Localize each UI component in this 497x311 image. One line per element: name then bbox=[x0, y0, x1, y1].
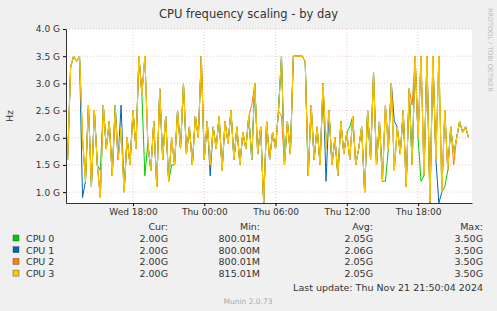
series-line bbox=[68, 56, 469, 203]
y-tick: 2.0 G bbox=[36, 133, 66, 143]
y-tick-label: 2.0 G bbox=[36, 133, 60, 143]
legend-header: Avg: bbox=[352, 221, 373, 232]
legend-swatch bbox=[13, 247, 19, 253]
legend: Cur: Min: Avg: Max: CPU 0 2.00G 800.01M 2.05G 3.… bbox=[13, 221, 483, 279]
credit: Munin 2.0.73 bbox=[223, 297, 272, 306]
legend-header: Min: bbox=[240, 221, 260, 232]
grid-line bbox=[66, 192, 472, 193]
y-tick: 1.0 G bbox=[36, 188, 66, 198]
y-tick-label: 2.5 G bbox=[36, 106, 60, 116]
legend-value: 2.05G bbox=[344, 233, 373, 244]
background bbox=[0, 0, 497, 311]
x-tick-mark bbox=[204, 203, 205, 206]
grid-line bbox=[66, 164, 472, 165]
y-tick-label: 3.0 G bbox=[36, 79, 60, 89]
series-group bbox=[68, 56, 469, 203]
y-tick: 2.5 G bbox=[36, 106, 66, 116]
legend-swatch bbox=[13, 270, 19, 276]
legend-label: CPU 2 bbox=[26, 256, 54, 267]
x-tick: Thu 00:00 bbox=[181, 203, 228, 217]
legend-value: 2.05G bbox=[344, 268, 373, 279]
series-line bbox=[68, 56, 469, 203]
y-tick-mark bbox=[63, 192, 66, 193]
legend-value: 2.05G bbox=[344, 256, 373, 267]
legend-value: 3.50G bbox=[454, 256, 483, 267]
x-tick: Thu 12:00 bbox=[323, 203, 370, 217]
legend-label: CPU 0 bbox=[26, 233, 54, 244]
y-axis-line bbox=[66, 30, 67, 204]
title: CPU frequency scaling - by day bbox=[159, 7, 338, 21]
legend-value: 3.50G bbox=[454, 233, 483, 244]
legend-swatch bbox=[13, 258, 19, 264]
y-tick: 3.0 G bbox=[36, 79, 66, 89]
legend-label: CPU 1 bbox=[26, 245, 54, 256]
x-tick-label: Wed 18:00 bbox=[109, 207, 158, 217]
legend-value: 3.50G bbox=[454, 268, 483, 279]
watermark: RRDTOOL / TOBI OETIKER bbox=[486, 8, 494, 92]
x-tick: Wed 18:00 bbox=[109, 203, 158, 217]
legend-value: 2.00G bbox=[139, 268, 168, 279]
series-line bbox=[68, 56, 469, 202]
grid-line bbox=[66, 83, 472, 84]
x-tick-mark bbox=[133, 203, 134, 206]
legend-header: Max: bbox=[460, 221, 483, 232]
x-tick-mark bbox=[347, 203, 348, 206]
legend-value: 3.50G bbox=[454, 245, 483, 256]
grid-line bbox=[275, 29, 276, 203]
legend-value: 2.06G bbox=[344, 245, 373, 256]
y-tick-mark bbox=[63, 111, 66, 112]
grid-line bbox=[66, 110, 472, 111]
y-tick-label: 3.5 G bbox=[36, 52, 60, 62]
grid-line bbox=[204, 29, 205, 203]
y-tick-mark bbox=[63, 56, 66, 57]
y-tick-label: 1.5 G bbox=[36, 160, 60, 170]
legend-value: 800.00M bbox=[219, 245, 260, 256]
x-tick-label: Thu 18:00 bbox=[395, 207, 442, 217]
x-axis: Wed 18:00 Thu 00:00 Thu 06:00 Thu 12:00 Thu … bbox=[67, 203, 473, 217]
y-axis: 1.0 G 1.5 G 2.0 G 2.5 G 3.0 G 3.5 G 4.0 G bbox=[36, 24, 67, 203]
legend-label: CPU 3 bbox=[26, 268, 54, 279]
legend-value: 815.01M bbox=[219, 268, 260, 279]
grid-line bbox=[346, 29, 347, 203]
x-tick-label: Thu 12:00 bbox=[323, 207, 370, 217]
y-tick-label: 1.0 G bbox=[36, 188, 60, 198]
y-axis-title: Hz bbox=[4, 110, 15, 122]
grid-line bbox=[66, 29, 472, 30]
y-tick-label: 4.0 G bbox=[36, 24, 60, 34]
x-tick-label: Thu 06:00 bbox=[252, 207, 299, 217]
x-tick-mark bbox=[418, 203, 419, 206]
x-tick-label: Thu 00:00 bbox=[181, 207, 228, 217]
grid-line bbox=[66, 56, 472, 57]
y-tick-mark bbox=[63, 83, 66, 84]
y-tick: 1.5 G bbox=[36, 160, 66, 170]
legend-value: 800.01M bbox=[219, 233, 260, 244]
y-tick: 3.5 G bbox=[36, 52, 66, 62]
y-tick: 4.0 G bbox=[36, 24, 66, 34]
chart: 1.0 G 1.5 G 2.0 G 2.5 G 3.0 G 3.5 G 4.0 G Wed 1… bbox=[0, 0, 497, 311]
series-line bbox=[68, 56, 469, 203]
y-tick-mark bbox=[63, 29, 66, 30]
y-tick-mark bbox=[63, 165, 66, 166]
legend-value: 800.01M bbox=[219, 256, 260, 267]
plot-area bbox=[66, 29, 472, 203]
legend-value: 2.00G bbox=[139, 245, 168, 256]
legend-header: Cur: bbox=[148, 221, 168, 232]
legend-swatch bbox=[13, 235, 19, 241]
x-tick-mark bbox=[276, 203, 277, 206]
x-tick: Thu 18:00 bbox=[395, 203, 442, 217]
legend-value: 2.00G bbox=[139, 256, 168, 267]
x-tick: Thu 06:00 bbox=[252, 203, 299, 217]
grid bbox=[66, 29, 472, 203]
footer: Last update: Thu Nov 21 21:50:04 2024 bbox=[293, 282, 483, 293]
x-axis-line bbox=[67, 203, 473, 204]
legend-value: 2.00G bbox=[139, 233, 168, 244]
y-tick-mark bbox=[63, 138, 66, 139]
